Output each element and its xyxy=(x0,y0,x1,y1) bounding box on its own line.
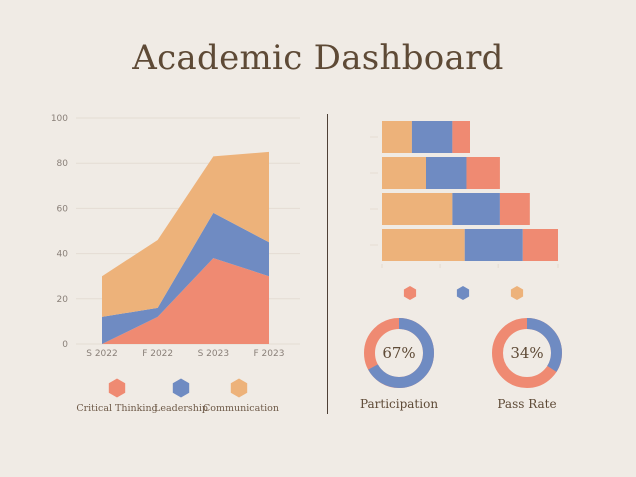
bar-legend-hexagon-icon xyxy=(403,286,417,300)
bar-segment xyxy=(382,229,465,261)
area-layers xyxy=(102,151,269,344)
bar-legend-hexagon-icon xyxy=(510,286,524,300)
x-tick-label: F 2023 xyxy=(254,349,285,359)
donut-value-label: 34% xyxy=(510,344,543,362)
bar-legend xyxy=(403,286,524,300)
y-tick-label: 100 xyxy=(51,114,68,124)
x-tick-label: F 2022 xyxy=(142,349,173,359)
bar-segment xyxy=(466,157,500,189)
donut-title: Pass Rate xyxy=(497,397,556,411)
bar-chart xyxy=(370,121,559,268)
legend-label: Communication xyxy=(203,403,279,414)
y-tick-label: 40 xyxy=(57,250,69,260)
area-x-ticks: S 2022 F 2022 S 2023 F 2023 xyxy=(86,349,284,359)
donut-value-arc xyxy=(492,318,562,388)
legend-label: Critical Thinking xyxy=(76,403,157,414)
bar-segment xyxy=(522,229,558,261)
legend-hexagon-icon xyxy=(230,378,248,398)
donut-value-label: 67% xyxy=(382,344,415,362)
bar-segment xyxy=(411,121,453,153)
legend-hexagon-icon xyxy=(108,378,126,398)
bar-segment xyxy=(452,193,500,225)
bar-segment xyxy=(382,157,426,189)
bar-segment xyxy=(464,229,523,261)
bar-segment xyxy=(382,121,412,153)
donut-title: Participation xyxy=(360,397,438,411)
area-series-communication xyxy=(102,151,269,317)
area-series-leadership xyxy=(102,212,269,344)
area-series-critical-thinking xyxy=(102,258,269,344)
donut-charts: 67% Participation 34% Pass Rate xyxy=(360,318,562,411)
divider xyxy=(327,114,328,414)
page-title: Academic Dashboard xyxy=(132,38,504,78)
y-tick-label: 60 xyxy=(57,204,69,214)
y-tick-label: 20 xyxy=(57,295,69,305)
y-tick-label: 0 xyxy=(62,340,68,350)
x-tick-label: S 2023 xyxy=(198,349,229,359)
donut-value-arc xyxy=(364,318,434,388)
x-tick-label: S 2022 xyxy=(86,349,117,359)
bar-segment xyxy=(452,121,470,153)
bar-segment xyxy=(499,193,530,225)
bar-segment xyxy=(426,157,467,189)
area-y-ticks: 0 20 40 60 80 100 xyxy=(51,114,68,350)
y-tick-label: 80 xyxy=(57,159,69,169)
legend-hexagon-icon xyxy=(172,378,190,398)
legend-label: Leadership xyxy=(154,403,208,414)
bar-segment xyxy=(382,193,453,225)
bar-legend-hexagon-icon xyxy=(456,286,470,300)
